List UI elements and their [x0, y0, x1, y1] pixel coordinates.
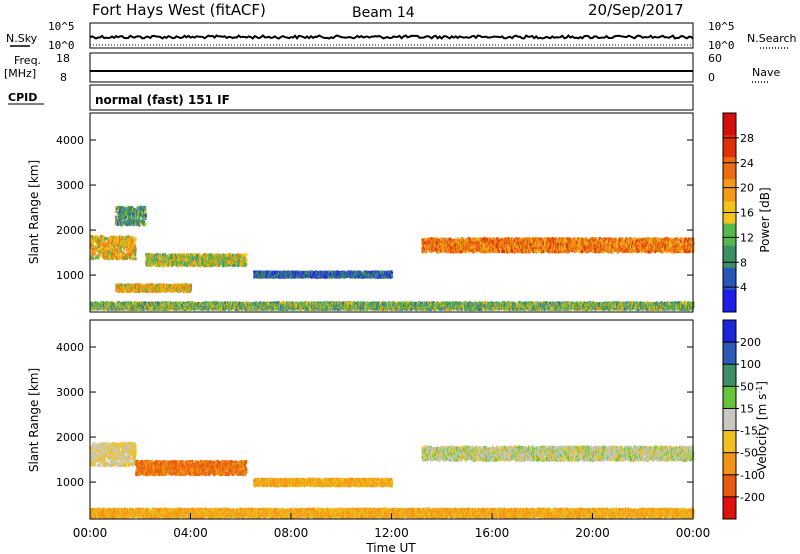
- nsky-series: [90, 36, 693, 39]
- date-label: 20/Sep/2017: [588, 1, 684, 19]
- echo-cell: [145, 217, 147, 220]
- echo-cell: [117, 223, 119, 226]
- echo-cell: [133, 237, 135, 240]
- echo-cell: [118, 244, 120, 247]
- nave-tick-top: 60: [708, 52, 722, 65]
- echo-cell: [424, 238, 426, 241]
- echo-cell: [245, 256, 247, 259]
- echo-cell: [133, 257, 135, 260]
- freq-panel: Freq. [MHz] 18 8 60 0 Nave: [4, 52, 780, 84]
- echo-cell: [145, 223, 147, 226]
- plot-title: Fort Hays West (fitACF): [92, 1, 266, 19]
- echo-cell: [245, 263, 247, 266]
- nave-tick-bottom: 0: [708, 71, 715, 84]
- freq-tick-bottom: 8: [60, 71, 67, 84]
- echo-cell: [134, 254, 136, 257]
- beam-label: Beam 14: [352, 5, 415, 21]
- echo-cell: [94, 252, 96, 255]
- noise-tick-right-bottom: 10^0: [708, 39, 735, 52]
- echo-cell: [134, 245, 136, 248]
- echo-cell: [131, 236, 133, 239]
- echo-cell: [135, 257, 137, 260]
- noise-panel: N.Sky 10^5 10^0 10^5 10^0 N.Search: [6, 20, 797, 52]
- echo-cell: [129, 254, 131, 257]
- echo-cell: [135, 238, 137, 241]
- echo-cell: [111, 239, 113, 242]
- echo-cell: [391, 274, 393, 277]
- noise-trace: [90, 36, 693, 39]
- freq-label: Freq.: [14, 54, 41, 67]
- echo-cell: [190, 285, 192, 288]
- nave-label: Nave: [752, 66, 780, 79]
- echo-cell: [135, 250, 137, 253]
- echo-cell: [162, 253, 164, 256]
- echo-cell: [245, 260, 247, 263]
- echo-cell: [438, 250, 440, 253]
- echo-cell: [114, 235, 116, 238]
- nsky-label: N.Sky: [6, 32, 38, 45]
- noise-tick-left-bottom: 10^0: [48, 39, 75, 52]
- echo-cell: [95, 256, 97, 259]
- echo-cell: [145, 214, 147, 217]
- noise-tick-left-top: 10^5: [48, 20, 75, 33]
- cpid-label: CPID: [8, 91, 37, 104]
- echo-cell: [190, 288, 192, 291]
- noise-tick-right-top: 10^5: [708, 20, 735, 33]
- echo-cell: [144, 206, 146, 209]
- echo-cell: [104, 237, 106, 240]
- echo-cell: [93, 257, 95, 260]
- echo-cell: [245, 253, 247, 256]
- echo-cell: [109, 257, 111, 260]
- cpid-value: normal (fast) 151 IF: [95, 93, 230, 107]
- echo-cell: [135, 247, 137, 250]
- freq-tick-top: 18: [56, 52, 70, 65]
- echo-cell: [114, 253, 116, 256]
- echo-cell: [131, 255, 133, 258]
- freq-unit: [MHz]: [4, 67, 36, 80]
- nsearch-label: N.Search: [747, 32, 797, 45]
